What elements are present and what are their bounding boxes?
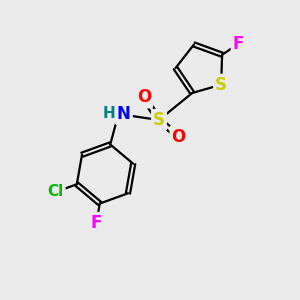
Text: F: F	[232, 35, 244, 53]
Text: N: N	[117, 105, 131, 123]
Text: H: H	[103, 106, 115, 121]
Text: Cl: Cl	[47, 184, 64, 200]
Text: S: S	[153, 111, 165, 129]
Text: S: S	[215, 76, 227, 94]
Text: F: F	[91, 214, 102, 232]
Text: O: O	[171, 128, 186, 146]
Text: O: O	[137, 88, 151, 106]
